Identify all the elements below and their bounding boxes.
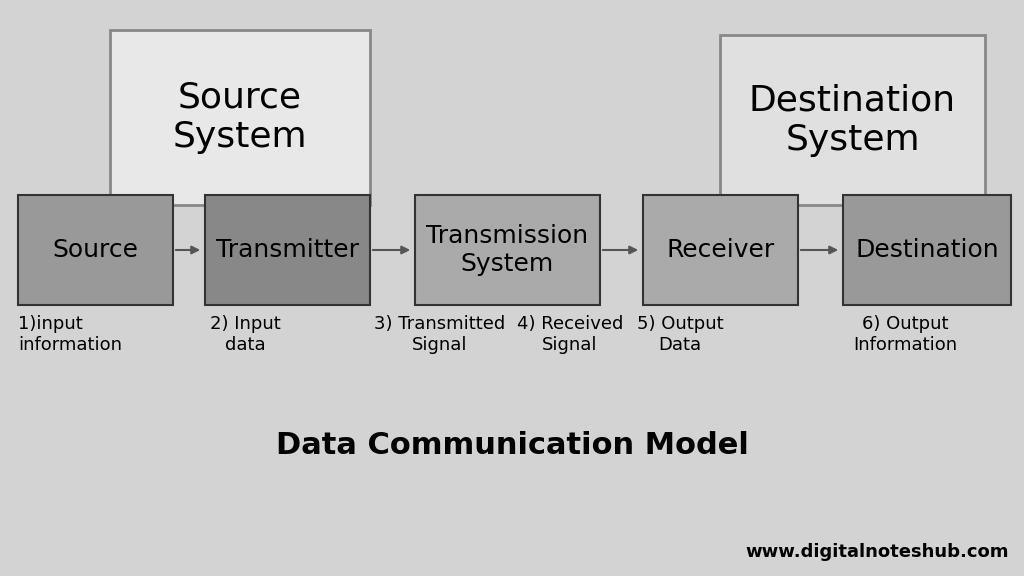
Bar: [205, 195, 370, 305]
Text: 6) Output
Information: 6) Output Information: [853, 315, 957, 354]
Text: Transmission
System: Transmission System: [426, 224, 589, 276]
Bar: [843, 195, 1011, 305]
Bar: [720, 35, 985, 205]
Text: 3) Transmitted
Signal: 3) Transmitted Signal: [375, 315, 506, 354]
Text: Destination
System: Destination System: [749, 84, 956, 157]
Text: Destination: Destination: [855, 238, 998, 262]
Text: 4) Received
Signal: 4) Received Signal: [517, 315, 624, 354]
Text: Data Communication Model: Data Communication Model: [275, 430, 749, 460]
Text: 5) Output
Data: 5) Output Data: [637, 315, 723, 354]
Text: Receiver: Receiver: [667, 238, 774, 262]
Bar: [18, 195, 173, 305]
Text: www.digitalnoteshub.com: www.digitalnoteshub.com: [745, 543, 1009, 561]
Bar: [415, 195, 600, 305]
Text: Source
System: Source System: [173, 81, 307, 154]
Text: 1)input
information: 1)input information: [18, 315, 122, 354]
Bar: [110, 30, 370, 205]
Text: Transmitter: Transmitter: [216, 238, 359, 262]
Text: Source: Source: [52, 238, 138, 262]
Text: 2) Input
data: 2) Input data: [210, 315, 281, 354]
Bar: [643, 195, 798, 305]
